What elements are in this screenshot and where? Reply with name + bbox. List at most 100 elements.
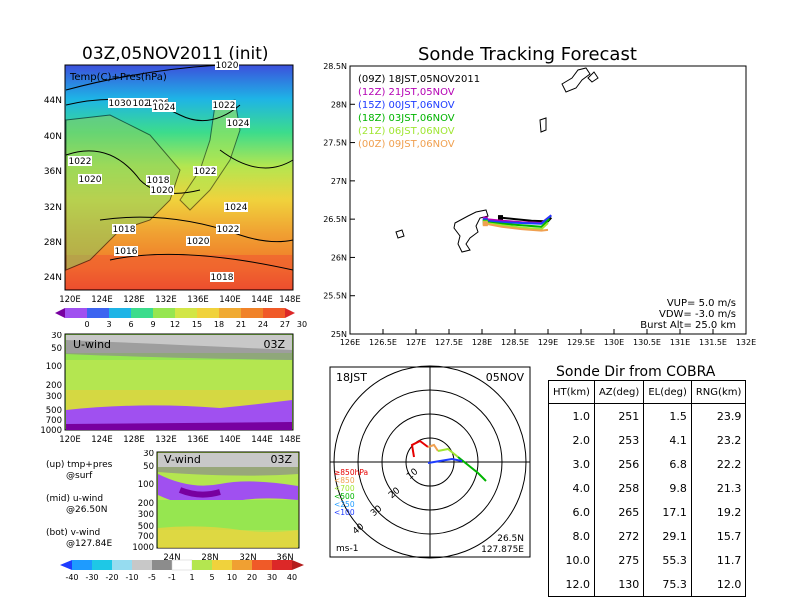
x-tick-label: 127E	[406, 338, 426, 347]
table-row: 12.0 130 75.3 12.0	[548, 572, 747, 597]
colorbar-label: -5	[148, 573, 156, 582]
table-cell: 272	[593, 524, 645, 548]
colorbar-label: -10	[125, 573, 138, 582]
table-cell: 256	[593, 452, 645, 476]
y-tick-label: 32N	[44, 203, 62, 213]
isobar-label: 1016	[115, 247, 138, 257]
colorbar-label: 30	[267, 573, 277, 582]
table-row: 3.0 256 6.8 22.2	[548, 452, 747, 476]
isobar-label: 1022	[217, 225, 240, 235]
table-row: 4.0 258 9.8 21.3	[548, 476, 747, 500]
island-outline	[395, 229, 405, 239]
level-legend: <500	[334, 492, 355, 501]
island-outline	[587, 71, 599, 83]
table-cell: 17.1	[643, 500, 692, 524]
chart-title: Sonde Tracking Forecast	[418, 44, 637, 65]
table-cell: 29.1	[643, 524, 692, 548]
y-tick-label: 27N	[331, 177, 347, 186]
colorbar-label: 6	[128, 320, 133, 329]
note-line: @127.84E	[66, 539, 113, 549]
x-tick-label: 136E	[187, 295, 209, 305]
legend-entry: (09Z) 18JST,05NOV2011	[358, 74, 480, 85]
y-tick-label: 26N	[331, 253, 347, 262]
sonde-table: HT(km) AZ(deg) EL(deg) RNG(km) 1.0 251 1.5…	[548, 380, 747, 597]
polar-time: 18JST	[336, 371, 367, 384]
y-tick-label: 500	[46, 406, 62, 416]
table-row: 8.0 272 29.1 15.7	[548, 524, 747, 548]
track-series-5	[485, 222, 549, 232]
table-cell: 10.0	[548, 548, 595, 572]
v-wind-panel: V-wind 03Z 30 50 100 200 300 500 700 100…	[132, 450, 300, 563]
table-cell: 258	[593, 476, 645, 500]
isobar-label: 1018	[211, 273, 234, 283]
y-tick-label: 30	[51, 332, 62, 341]
colorbar-label: 20	[247, 573, 257, 582]
y-tick-label: 1000	[132, 543, 154, 553]
table-title: Sonde Dir from COBRA	[556, 364, 716, 380]
v-wind-time: 03Z	[270, 453, 292, 466]
y-tick-label: 44N	[44, 96, 62, 106]
y-tick-label: 30	[143, 450, 154, 459]
table-cell: 265	[593, 500, 645, 524]
polar-date: 05NOV	[486, 371, 525, 384]
x-tick-label: 132E	[155, 435, 177, 444]
y-tick-label: 25N	[331, 330, 347, 339]
y-tick-label: 500	[138, 522, 154, 532]
y-tick-label: 100	[46, 362, 62, 372]
y-tick-label: 200	[138, 499, 154, 509]
okinawa-outline	[453, 209, 489, 253]
table-row: 10.0 275 55.3 11.7	[548, 548, 747, 572]
isobar-label: 1024	[227, 119, 250, 129]
temp-map-title: 03Z,05NOV2011 (init)	[82, 44, 269, 64]
table-cell: 275	[593, 548, 645, 572]
hodograph-100	[427, 457, 463, 464]
x-tick-label: 131.5E	[699, 338, 727, 347]
header-cell: AZ(deg)	[593, 380, 645, 404]
x-tick-label: 131E	[670, 338, 690, 347]
isobar-label: 1022	[69, 157, 92, 167]
y-tick-label: 26.5N	[323, 215, 347, 224]
track-series-4	[485, 222, 549, 231]
isobar-label: 1020	[216, 61, 239, 71]
y-tick-label: 1000	[40, 426, 62, 436]
polar-unit: ms-1	[336, 544, 358, 554]
x-tick-label: 120E	[59, 295, 81, 305]
table-cell: 55.3	[643, 548, 692, 572]
temp-map-label: Temp(C)+Pres(hPa)	[69, 72, 167, 83]
track-series-3	[485, 218, 550, 228]
x-tick-label: 126E	[340, 338, 360, 347]
u-wind-label: U-wind	[73, 338, 111, 351]
note-line: @26.50N	[66, 505, 108, 515]
colorbar-label: -30	[85, 573, 98, 582]
isobar-label: 1018	[113, 225, 136, 235]
level-legend: <850	[334, 476, 355, 485]
y-tick-label: 200	[46, 381, 62, 391]
y-tick-label: 700	[138, 532, 154, 542]
v-wind-label: V-wind	[164, 453, 201, 466]
header-cell: EL(deg)	[643, 380, 692, 404]
colorbar-label: 0	[84, 320, 89, 329]
polar-lon: 127.875E	[481, 545, 524, 555]
legend-entry: (00Z) 09JST,06NOV	[358, 139, 455, 150]
note-line: (bot) v-wind	[46, 528, 101, 538]
colorbar-label: 12	[170, 320, 180, 329]
note-vdw: VDW= -3.0 m/s	[659, 309, 736, 320]
colorbar-label: 18	[214, 320, 224, 329]
colorbar-label: 3	[106, 320, 111, 329]
x-tick-label: 128.5E	[501, 338, 529, 347]
sonde-track-chart: 126E 126.5E 127E 127.5E 128E 128.5E 129E 129.5E…	[323, 62, 756, 347]
table-row: 1.0 251 1.5 23.9	[548, 403, 747, 428]
colorbar-label: 5	[209, 573, 214, 582]
header-cell: RNG(km)	[690, 380, 747, 404]
x-tick-label: 124E	[91, 435, 113, 444]
x-tick-label: 128E	[123, 435, 145, 444]
table-cell: 23.2	[690, 428, 747, 452]
x-tick-label: 124E	[91, 295, 113, 305]
colorbar-label: -40	[65, 573, 78, 582]
isobar-label: 1024	[225, 203, 248, 213]
table-cell: 15.7	[690, 524, 747, 548]
table-body: 1.0 251 1.5 23.9 2.0 253 4.1 23.2 3.0 256 6.8 22.2 4…	[548, 403, 747, 597]
launch-point-marker	[498, 215, 503, 221]
level-legend: <250	[334, 500, 355, 509]
x-tick-label: 126.5E	[369, 338, 397, 347]
